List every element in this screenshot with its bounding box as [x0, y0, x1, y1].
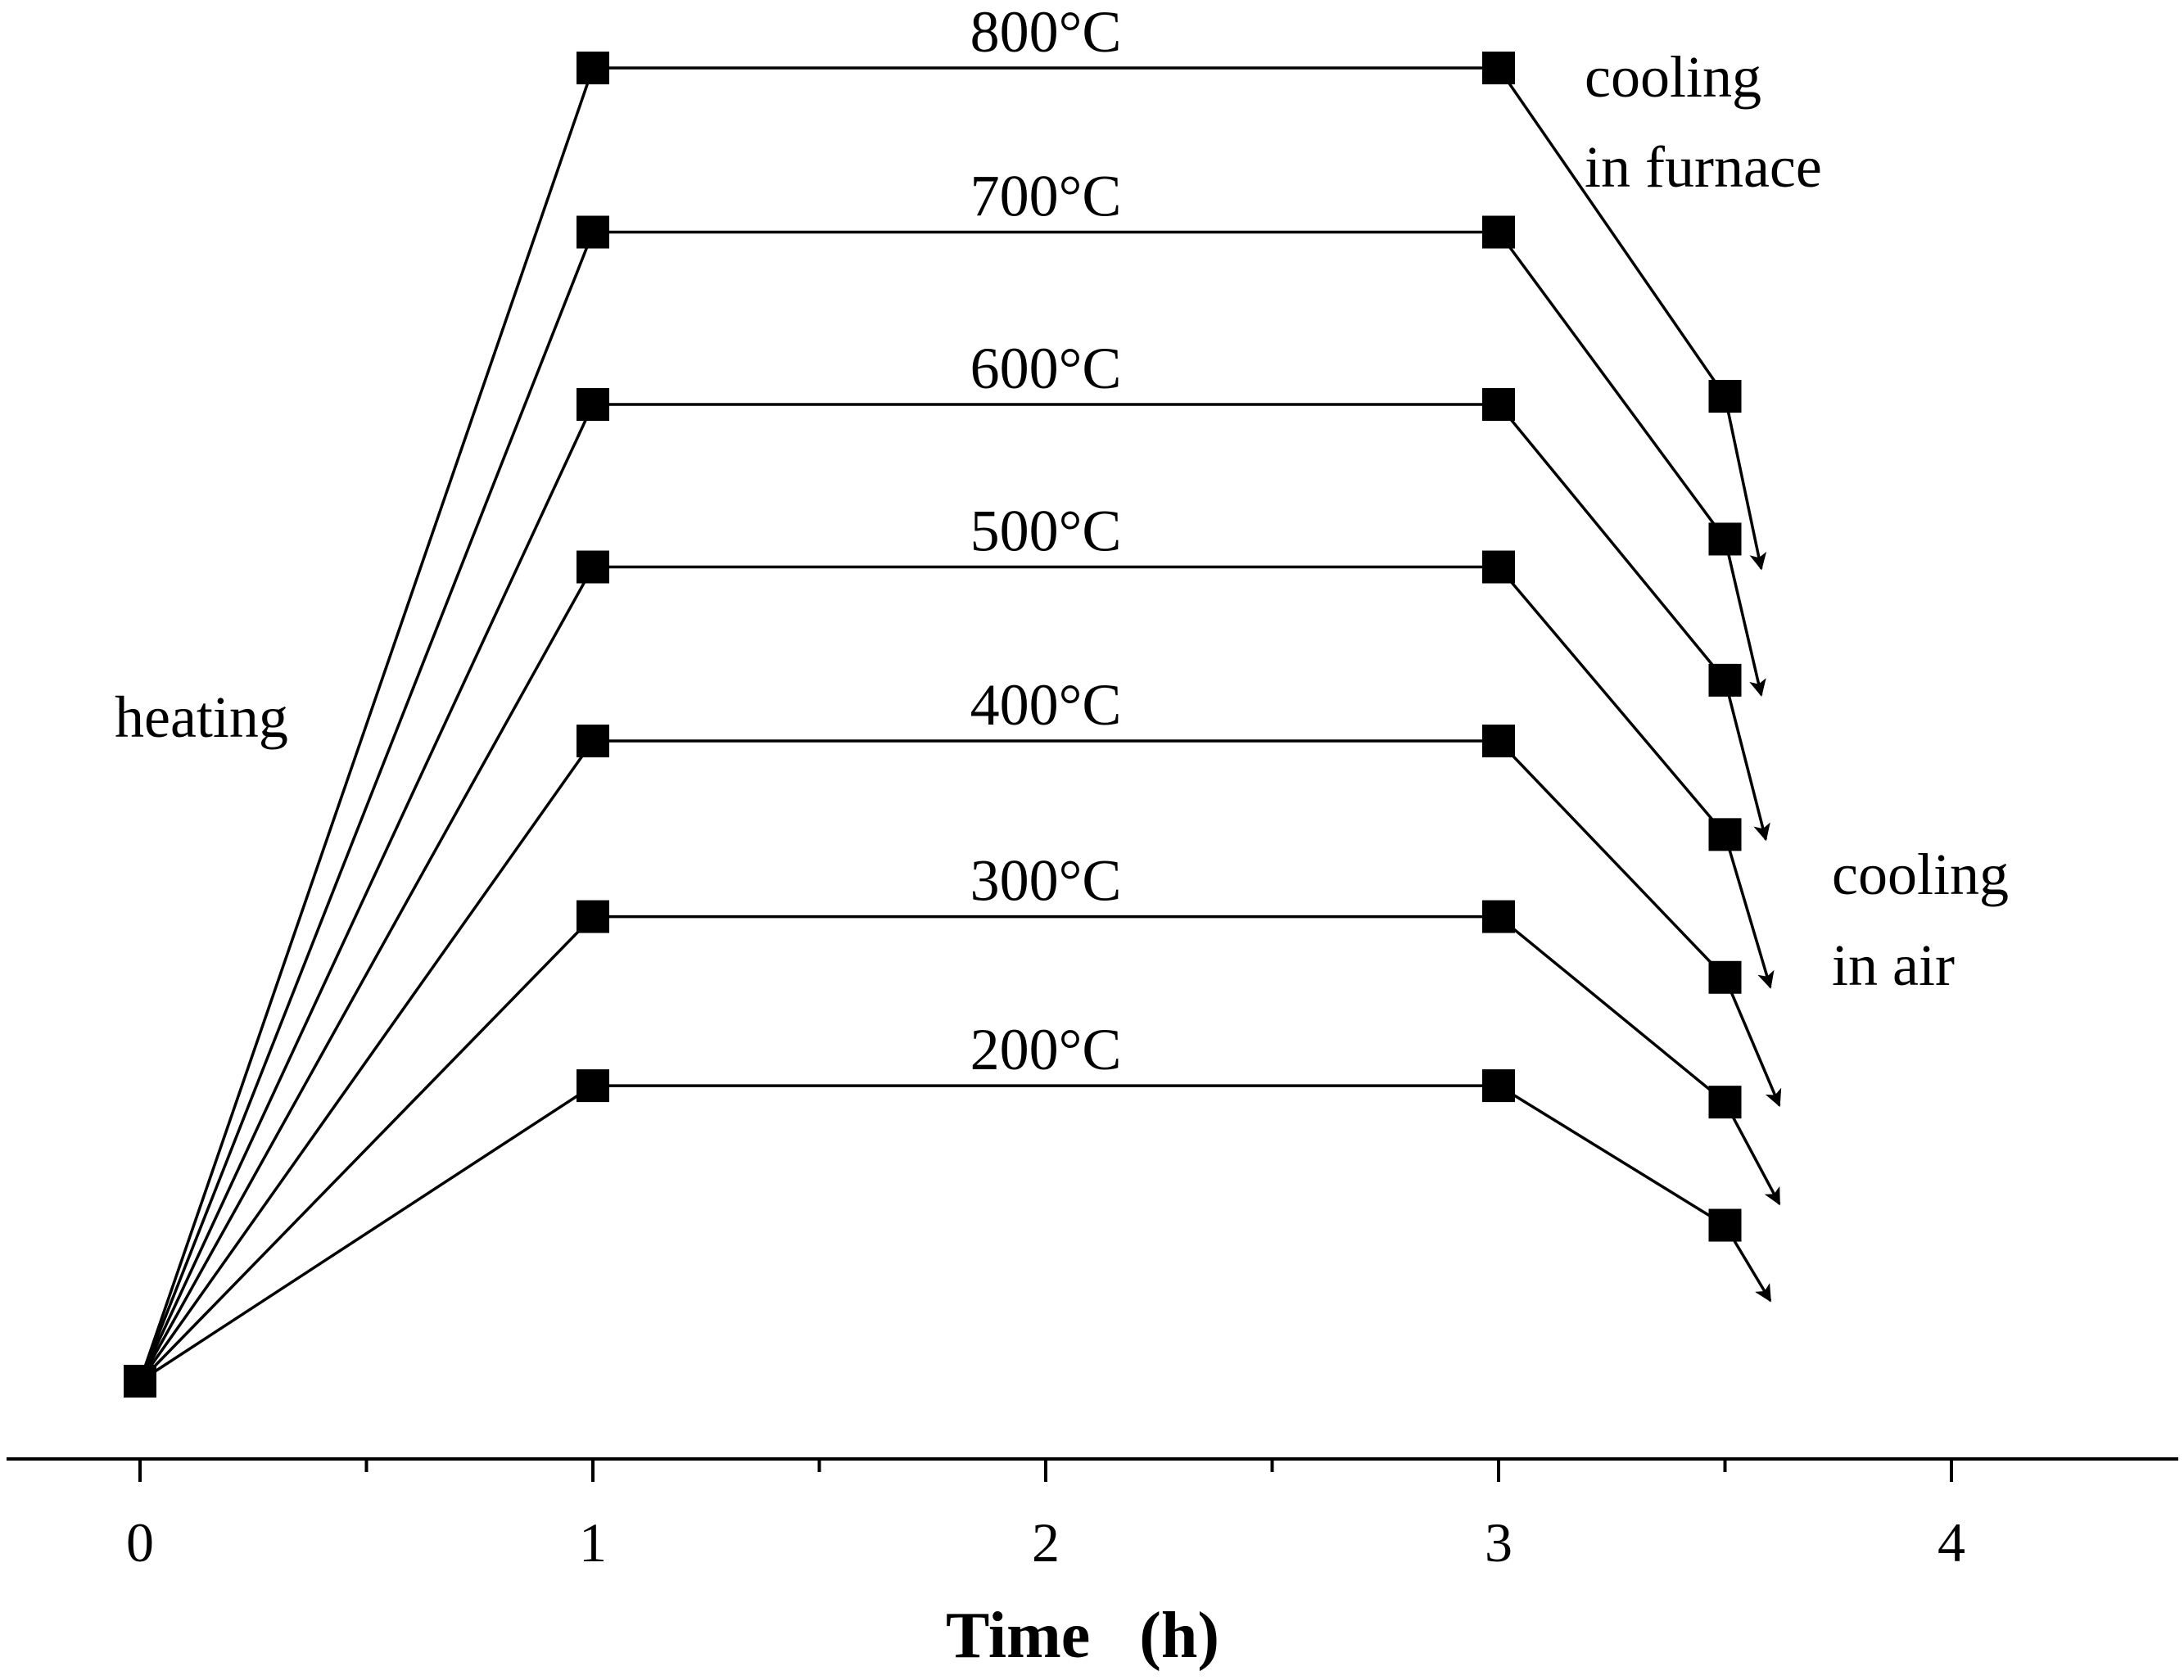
x-tick-label: 4 [1938, 1511, 1965, 1574]
cooling-arrow [1723, 977, 1782, 1108]
series-200c: 200°C [124, 1017, 1772, 1398]
temperature-label: 700°C [970, 164, 1122, 229]
x-tick-label: 0 [126, 1511, 154, 1574]
temperature-label: 300°C [970, 848, 1122, 914]
data-point-marker [1708, 380, 1742, 413]
data-point-marker [577, 388, 609, 422]
cooling-arrow [1723, 680, 1770, 842]
data-point-marker [1708, 960, 1742, 994]
series-line [138, 66, 1726, 1382]
data-point-marker [577, 1069, 609, 1103]
data-point-marker [1708, 663, 1742, 697]
series-line [138, 403, 1726, 1382]
annotation-cooling-furnace-line1: cooling [1585, 44, 1761, 110]
data-point-marker [1482, 900, 1515, 933]
series-line [138, 230, 1726, 1382]
cooling-arrow [1723, 539, 1766, 697]
annotation-layer: heating cooling in furnace cooling in ai… [115, 44, 2009, 998]
data-point-marker [1482, 52, 1515, 84]
series-line [138, 565, 1726, 1382]
cooling-arrow [1723, 395, 1767, 571]
series-line [138, 739, 1726, 1383]
series-400c: 400°C [124, 672, 1782, 1398]
series-800c: 800°C [124, 0, 1767, 1398]
data-point-marker [1708, 522, 1742, 556]
cooling-arrow [1723, 833, 1775, 989]
series-300c: 300°C [124, 848, 1781, 1398]
series-layer: 800°C 700°C 600°C 500°C 400°C 300°C 200°C [124, 0, 1782, 1398]
data-point-marker [577, 550, 609, 584]
cooling-arrow [1723, 1101, 1781, 1206]
data-point-marker [577, 52, 609, 84]
temperature-label: 800°C [970, 0, 1122, 65]
data-point-marker [1708, 1086, 1742, 1119]
temperature-label: 400°C [970, 672, 1122, 738]
series-500c: 500°C [124, 499, 1775, 1398]
annotation-cooling-furnace-line2: in furnace [1585, 134, 1822, 200]
annotation-cooling-air-line1: cooling [1832, 842, 2009, 907]
data-point-marker [577, 725, 609, 758]
x-tick-label: 2 [1032, 1511, 1060, 1574]
temperature-label: 200°C [970, 1017, 1122, 1082]
temperature-label: 600°C [970, 336, 1122, 401]
x-tick-label: 1 [579, 1511, 607, 1574]
data-point-marker [1482, 215, 1515, 249]
data-point-marker [1708, 1208, 1742, 1242]
data-point-marker [124, 1365, 156, 1398]
data-point-marker [1482, 725, 1515, 758]
data-point-marker [577, 900, 609, 933]
series-600c: 600°C [124, 336, 1770, 1398]
temperature-label: 500°C [970, 499, 1122, 564]
x-axis: 0 1 2 3 4 [7, 1457, 2178, 1574]
data-point-marker [1708, 818, 1742, 851]
series-line [138, 915, 1726, 1383]
data-point-marker [1482, 1069, 1515, 1103]
series-line [139, 1084, 1726, 1383]
data-point-marker [1482, 388, 1515, 422]
data-point-marker [577, 215, 609, 249]
x-tick-label: 3 [1485, 1511, 1513, 1574]
annotation-heating: heating [115, 684, 288, 750]
x-axis-title: Time (h) [946, 1600, 1219, 1672]
series-700c: 700°C [124, 164, 1766, 1398]
data-point-marker [1482, 550, 1515, 584]
annotation-cooling-air-line2: in air [1832, 933, 1955, 998]
